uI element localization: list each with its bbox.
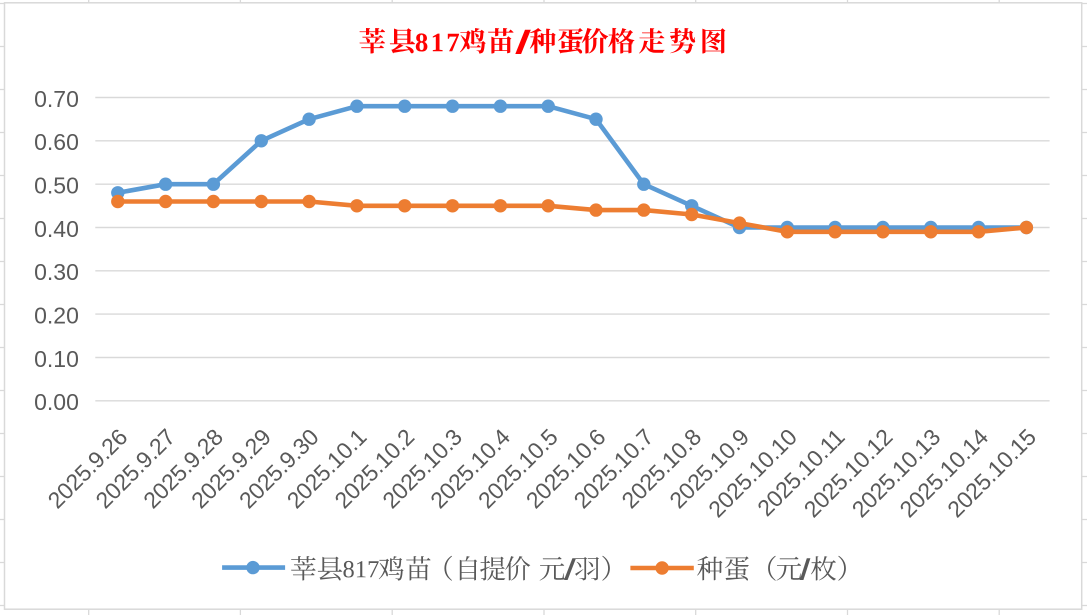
svg-text:0.40: 0.40: [34, 216, 79, 242]
svg-text:0.50: 0.50: [34, 173, 79, 199]
svg-text:0.20: 0.20: [34, 303, 79, 329]
svg-text:0.70: 0.70: [34, 86, 79, 112]
svg-text:0.30: 0.30: [34, 259, 79, 285]
svg-text:0.00: 0.00: [34, 389, 79, 415]
svg-text:0.60: 0.60: [34, 129, 79, 155]
svg-text:0.10: 0.10: [34, 346, 79, 372]
